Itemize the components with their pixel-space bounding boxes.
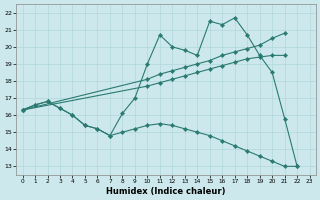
X-axis label: Humidex (Indice chaleur): Humidex (Indice chaleur) <box>106 187 226 196</box>
